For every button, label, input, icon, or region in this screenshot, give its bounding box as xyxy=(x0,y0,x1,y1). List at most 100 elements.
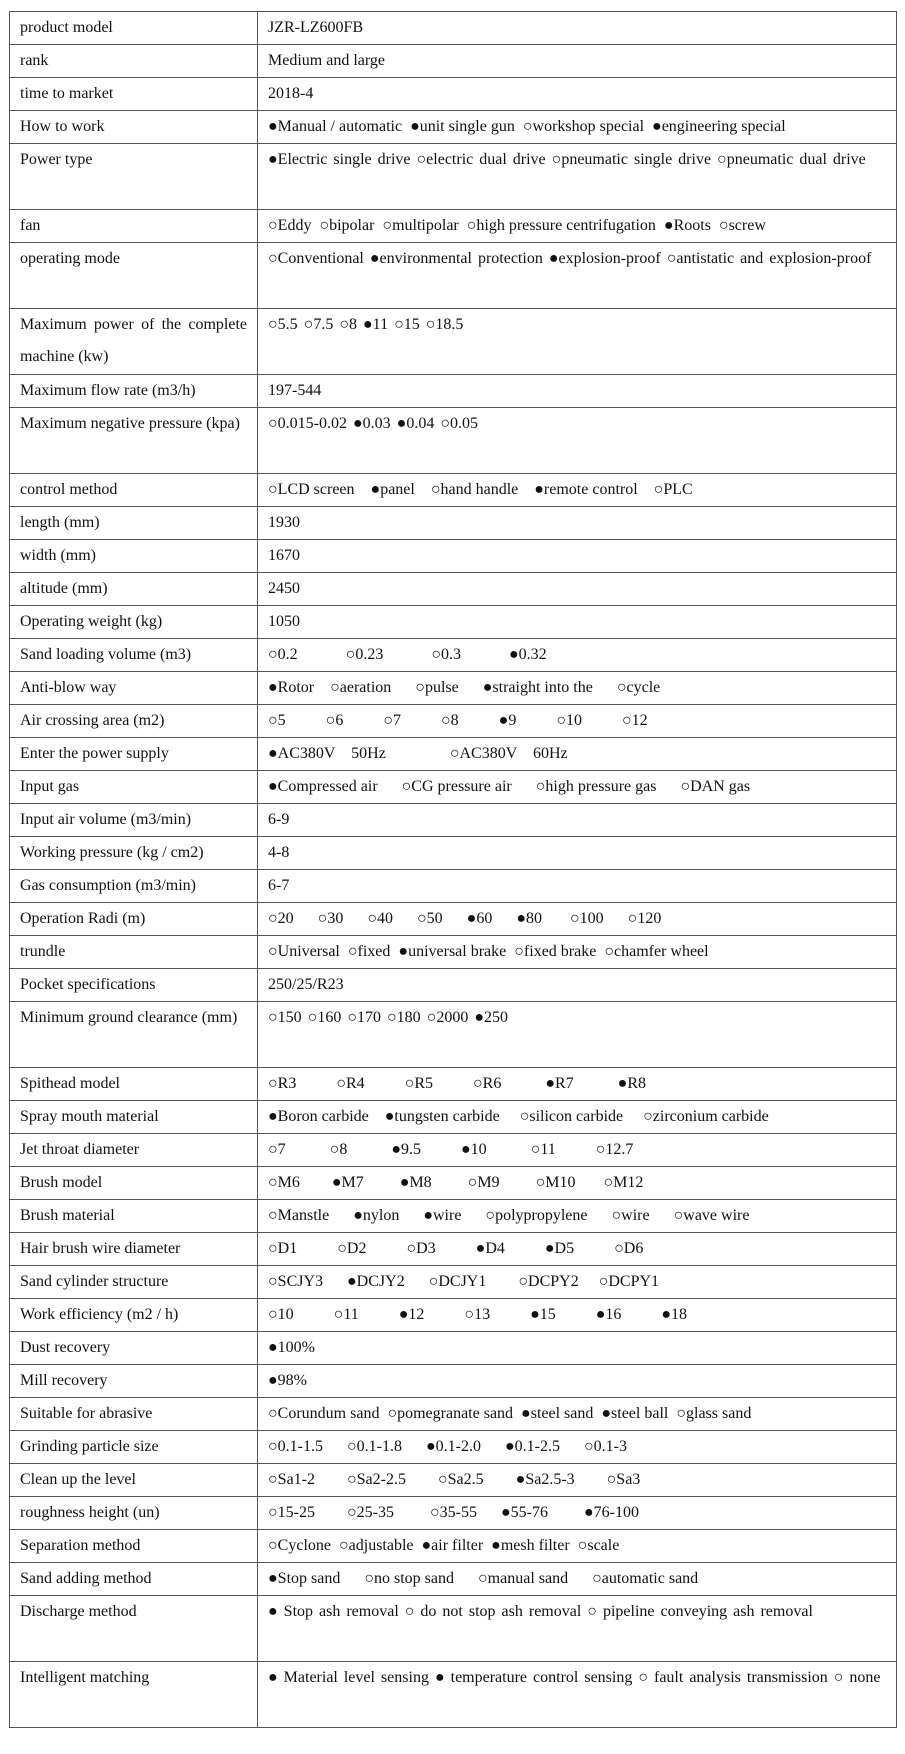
spec-label: Power type xyxy=(9,143,258,210)
spec-label: Sand adding method xyxy=(9,1562,258,1596)
spec-value: ● Stop ash removal ○ do not stop ash rem… xyxy=(257,1595,897,1662)
spec-label: operating mode xyxy=(9,242,258,309)
table-row: Discharge method ● Stop ash removal ○ do … xyxy=(9,1595,897,1662)
table-row: Sand loading volume (m3) ○0.2 ○0.23 ○0.3 … xyxy=(9,638,897,672)
spec-value: ○5 ○6 ○7 ○8 ●9 ○10 ○12 xyxy=(257,704,897,738)
table-row: operating mode ○Conventional ●environment… xyxy=(9,242,897,309)
spec-label: Sand cylinder structure xyxy=(9,1265,258,1299)
spec-label: Input gas xyxy=(9,770,258,804)
spec-label: Enter the power supply xyxy=(9,737,258,771)
spec-label: Operation Radi (m) xyxy=(9,902,258,936)
spec-label: Input air volume (m3/min) xyxy=(9,803,258,837)
spec-label: Gas consumption (m3/min) xyxy=(9,869,258,903)
spec-value: ● Material level sensing ● temperature c… xyxy=(257,1661,897,1728)
spec-value: ○Eddy ○bipolar ○multipolar ○high pressur… xyxy=(257,209,897,243)
table-row: Air crossing area (m2) ○5 ○6 ○7 ○8 ●9 ○10… xyxy=(9,704,897,738)
table-row: Gas consumption (m3/min) 6-7 xyxy=(9,869,897,903)
table-row: roughness height (un) ○15-25 ○25-35 ○35-5… xyxy=(9,1496,897,1530)
spec-value: ○0.1-1.5 ○0.1-1.8 ●0.1-2.0 ●0.1-2.5 ○0.1… xyxy=(257,1430,897,1464)
spec-value: ○15-25 ○25-35 ○35-55 ●55-76 ●76-100 xyxy=(257,1496,897,1530)
table-row: Grinding particle size ○0.1-1.5 ○0.1-1.8 … xyxy=(9,1430,897,1464)
table-row: Sand adding method ●Stop sand ○no stop sa… xyxy=(9,1562,897,1596)
table-row: Operating weight (kg) 1050 xyxy=(9,605,897,639)
table-row: fan ○Eddy ○bipolar ○multipolar ○high pres… xyxy=(9,209,897,243)
table-row: Intelligent matching ● Material level sen… xyxy=(9,1661,897,1728)
spec-label: control method xyxy=(9,473,258,507)
table-row: Input air volume (m3/min) 6-9 xyxy=(9,803,897,837)
spec-value: 1930 xyxy=(257,506,897,540)
table-row: Power type ●Electric single drive ○electr… xyxy=(9,143,897,210)
spec-label: Pocket specifications xyxy=(9,968,258,1002)
spec-label: Intelligent matching xyxy=(9,1661,258,1728)
spec-value: ●100% xyxy=(257,1331,897,1365)
table-row: Anti-blow way ●Rotor ○aeration ○pulse ●st… xyxy=(9,671,897,705)
spec-value: 6-7 xyxy=(257,869,897,903)
spec-value: ○0.015-0.02 ●0.03 ●0.04 ○0.05 xyxy=(257,407,897,474)
spec-label: Dust recovery xyxy=(9,1331,258,1365)
spec-label: Spray mouth material xyxy=(9,1100,258,1134)
spec-label: Brush material xyxy=(9,1199,258,1233)
spec-label: Hair brush wire diameter xyxy=(9,1232,258,1266)
spec-label: altitude (mm) xyxy=(9,572,258,606)
spec-value: ●Stop sand ○no stop sand ○manual sand ○a… xyxy=(257,1562,897,1596)
spec-label: Minimum ground clearance (mm) xyxy=(9,1001,258,1068)
spec-value: ○150 ○160 ○170 ○180 ○2000 ●250 xyxy=(257,1001,897,1068)
spec-value: ●Electric single drive ○electric dual dr… xyxy=(257,143,897,210)
spec-value: 2450 xyxy=(257,572,897,606)
spec-label: Spithead model xyxy=(9,1067,258,1101)
spec-value: ○Corundum sand ○pomegranate sand ●steel … xyxy=(257,1397,897,1431)
spec-label: Air crossing area (m2) xyxy=(9,704,258,738)
spec-value: ○D1 ○D2 ○D3 ●D4 ●D5 ○D6 xyxy=(257,1232,897,1266)
spec-table: product model JZR-LZ600FB rank Medium and l… xyxy=(9,11,897,1728)
spec-value: ○Universal ○fixed ●universal brake ○fixe… xyxy=(257,935,897,969)
spec-label: length (mm) xyxy=(9,506,258,540)
table-row: Maximum negative pressure (kpa) ○0.015-0.… xyxy=(9,407,897,474)
spec-value: ●Rotor ○aeration ○pulse ●straight into t… xyxy=(257,671,897,705)
spec-label: width (mm) xyxy=(9,539,258,573)
spec-value: ○10 ○11 ●12 ○13 ●15 ●16 ●18 xyxy=(257,1298,897,1332)
table-row: Work efficiency (m2 / h) ○10 ○11 ●12 ○13 … xyxy=(9,1298,897,1332)
spec-value: ●98% xyxy=(257,1364,897,1398)
spec-value: ○20 ○30 ○40 ○50 ●60 ●80 ○100 ○120 xyxy=(257,902,897,936)
spec-label: Sand loading volume (m3) xyxy=(9,638,258,672)
spec-label: Anti-blow way xyxy=(9,671,258,705)
spec-value: ○M6 ●M7 ●M8 ○M9 ○M10 ○M12 xyxy=(257,1166,897,1200)
spec-value: ○SCJY3 ●DCJY2 ○DCJY1 ○DCPY2 ○DCPY1 xyxy=(257,1265,897,1299)
table-row: Dust recovery ●100% xyxy=(9,1331,897,1365)
table-row: Mill recovery ●98% xyxy=(9,1364,897,1398)
spec-label: How to work xyxy=(9,110,258,144)
spec-label: Mill recovery xyxy=(9,1364,258,1398)
spec-label: fan xyxy=(9,209,258,243)
spec-value: ○R3 ○R4 ○R5 ○R6 ●R7 ●R8 xyxy=(257,1067,897,1101)
spec-value: ○0.2 ○0.23 ○0.3 ●0.32 xyxy=(257,638,897,672)
table-row: Hair brush wire diameter ○D1 ○D2 ○D3 ●D4 … xyxy=(9,1232,897,1266)
spec-label: product model xyxy=(9,11,258,45)
table-row: trundle ○Universal ○fixed ●universal brak… xyxy=(9,935,897,969)
spec-label: Discharge method xyxy=(9,1595,258,1662)
spec-label: Maximum power of the complete machine (k… xyxy=(9,308,258,375)
spec-value: ○LCD screen ●panel ○hand handle ●remote … xyxy=(257,473,897,507)
spec-label: Operating weight (kg) xyxy=(9,605,258,639)
table-row: Maximum power of the complete machine (k… xyxy=(9,308,897,375)
table-row: Jet throat diameter ○7 ○8 ●9.5 ●10 ○11 ○1… xyxy=(9,1133,897,1167)
spec-value: 2018-4 xyxy=(257,77,897,111)
table-row: Pocket specifications 250/25/R23 xyxy=(9,968,897,1002)
spec-label: Separation method xyxy=(9,1529,258,1563)
table-row: Working pressure (kg / cm2) 4-8 xyxy=(9,836,897,870)
table-row: Input gas ●Compressed air ○CG pressure ai… xyxy=(9,770,897,804)
spec-value: Medium and large xyxy=(257,44,897,78)
spec-label: Clean up the level xyxy=(9,1463,258,1497)
spec-value: JZR-LZ600FB xyxy=(257,11,897,45)
table-row: control method ○LCD screen ●panel ○hand h… xyxy=(9,473,897,507)
table-row: Operation Radi (m) ○20 ○30 ○40 ○50 ●60 ●8… xyxy=(9,902,897,936)
spec-label: Work efficiency (m2 / h) xyxy=(9,1298,258,1332)
spec-label: rank xyxy=(9,44,258,78)
table-row: How to work ●Manual / automatic ●unit sin… xyxy=(9,110,897,144)
table-row: product model JZR-LZ600FB xyxy=(9,11,897,45)
spec-value: 250/25/R23 xyxy=(257,968,897,1002)
spec-label: Maximum negative pressure (kpa) xyxy=(9,407,258,474)
spec-value: 197-544 xyxy=(257,374,897,408)
spec-value: ○Sa1-2 ○Sa2-2.5 ○Sa2.5 ●Sa2.5-3 ○Sa3 xyxy=(257,1463,897,1497)
spec-label: roughness height (un) xyxy=(9,1496,258,1530)
table-row: Brush model ○M6 ●M7 ●M8 ○M9 ○M10 ○M12 xyxy=(9,1166,897,1200)
